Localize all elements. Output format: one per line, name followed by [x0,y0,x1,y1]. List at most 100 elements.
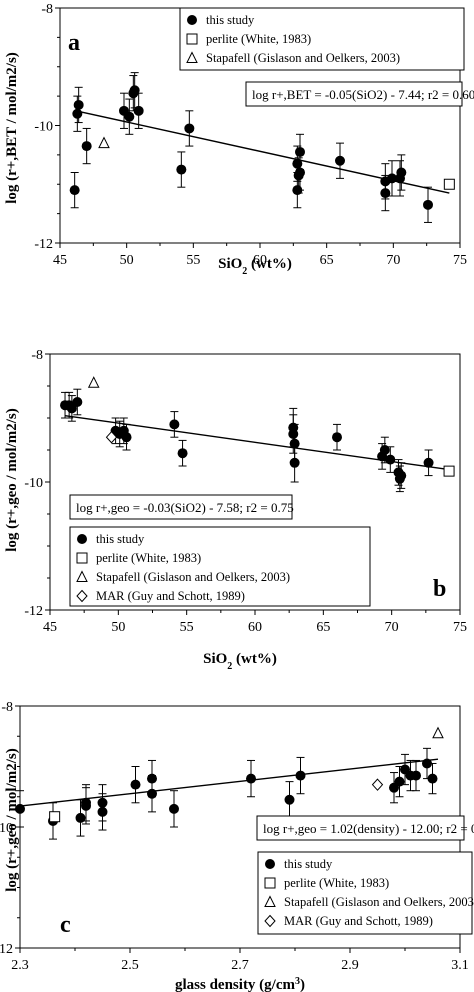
data-point [422,758,432,769]
data-point [176,164,187,175]
x-tick-label: 2.7 [231,958,249,973]
legend-box [257,851,473,935]
data-point [292,158,303,169]
data-point [75,812,86,823]
equation-text: log r+,geo = 1.02(density) - 12.00; r2 =… [263,821,474,836]
legend-marker [186,33,198,45]
series-open-triangle [98,136,110,149]
x-tick-label: 50 [111,620,125,635]
legend-marker [264,914,276,928]
legend-marker [265,859,275,869]
data-point [15,803,25,814]
series-filled-circle [15,747,438,840]
series-filled-circle [60,388,434,493]
data-point [427,773,438,784]
x-axis-label: SiO2 (wt%) [218,256,292,277]
series-open-diamond [105,430,118,444]
data-point [335,155,345,166]
legend-marker [264,895,276,907]
data-point [97,806,108,817]
legend-marker [76,570,88,582]
y-tick-label: -12 [0,942,13,957]
legend-box [179,7,465,71]
x-tick-label: 55 [186,253,200,268]
data-point [105,430,118,444]
legend-label: Stapafell (Gislason and Oelkers, 2003) [96,570,290,584]
data-point [385,454,396,465]
legend-label: Stapafell (Gislason and Oelkers, 2003) [206,51,400,65]
data-point [387,173,397,184]
equation-text: log r+,geo = -0.03(SiO2) - 7.58; r2 = 0.… [76,500,294,515]
legend-label: this study [206,13,255,27]
data-point [124,111,135,122]
legend-label: perlite (White, 1983) [206,32,311,46]
x-tick-label: 70 [385,620,399,635]
series-open-triangle [87,376,100,388]
chart-panel-a: 45 50 55 60 65 70 75 -12 -10 -8 SiO2 (wt%) log (r+,… [4,2,474,277]
panel-label: a [68,30,80,56]
x-tick-label: 60 [248,620,262,635]
x-tick-label: 3.1 [451,958,469,973]
legend-label: perlite (White, 1983) [96,551,201,565]
legend-label: Stapafell (Gislason and Oelkers, 2003) [284,895,474,909]
data-point [49,811,61,823]
x-axis-label: SiO2 (wt%) [203,651,277,672]
data-point [295,770,306,781]
x-tick-label: 75 [453,620,467,635]
data-point [98,136,110,149]
x-tick-label: 60 [253,253,267,268]
x-tick-label: 75 [453,253,467,268]
y-tick-label: -12 [34,237,53,252]
data-point [184,123,195,134]
series-open-diamond [371,778,384,791]
data-point [443,178,455,190]
y-axis-label: log (r+,geo / mol/m2/s) [4,408,20,552]
x-tick-label: 55 [180,620,194,635]
panel-label: c [60,912,71,938]
legend-label: MAR (Guy and Schott, 1989) [96,589,245,603]
legend-box [69,526,371,607]
legend-label: MAR (Guy and Schott, 1989) [284,914,433,928]
data-point [394,776,405,787]
legend-label: perlite (White, 1983) [284,876,389,890]
y-tick-label: -10 [24,476,43,491]
series-open-square [443,465,455,477]
equation-box [245,81,463,107]
data-point [73,99,84,110]
data-point [432,726,444,739]
y-tick-label: -8 [1,700,13,715]
x-tick-label: 2.5 [121,958,139,973]
chart-panel-b: 45 50 55 60 65 70 75 -12 -10 -8 SiO2 (wt%) log (r+,… [4,348,467,672]
data-point [284,794,295,805]
x-tick-label: 2.3 [11,958,29,973]
regression-line [19,758,439,807]
data-point [371,778,384,791]
equation-box [69,494,293,520]
legend-label: this study [96,532,145,546]
data-point [443,465,455,477]
data-point [72,108,83,119]
data-point [379,445,390,455]
legend-marker [76,589,88,603]
data-point [411,770,421,781]
x-tick-label: 70 [386,253,400,268]
data-point [87,376,100,388]
y-axis-label: log (r+,geo / mol/m2/s) [4,748,20,892]
legend-marker [187,15,197,25]
data-point [147,773,157,784]
x-tick-label: 65 [320,253,334,268]
data-point [133,105,144,116]
x-tick-label: 50 [120,253,134,268]
series-filled-circle [69,72,433,223]
data-point [72,397,83,407]
data-point [423,199,433,210]
data-point [169,419,180,430]
data-point [246,773,256,784]
data-point [295,167,305,178]
chart-panel-c: 2.3 2.5 2.7 2.9 3.1 -12 -10 -8 glass density (g/… [0,700,474,992]
data-point [396,167,407,178]
data-point [69,185,80,196]
series-open-triangle [432,726,444,739]
data-point [396,470,407,481]
